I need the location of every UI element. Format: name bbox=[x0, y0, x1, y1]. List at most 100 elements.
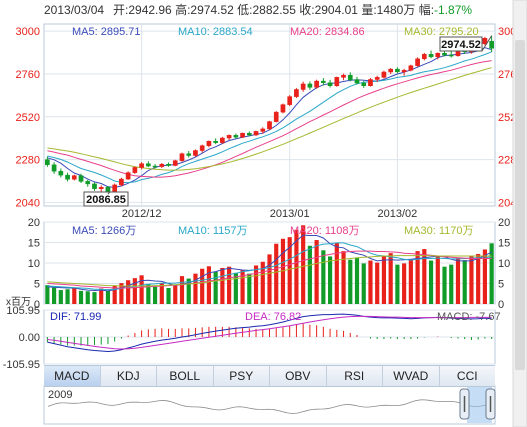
volume-bar bbox=[85, 291, 90, 304]
volume-bar bbox=[179, 276, 185, 304]
volume-bar bbox=[354, 258, 360, 304]
volume-bar bbox=[280, 238, 286, 304]
candle-body bbox=[119, 178, 124, 186]
candle-body bbox=[395, 68, 400, 73]
candle-body bbox=[51, 164, 57, 172]
volume-bar bbox=[173, 285, 178, 304]
candle-body bbox=[65, 174, 70, 180]
candle-body bbox=[98, 187, 104, 189]
price-tick-left: 2280 bbox=[16, 155, 40, 167]
volume-bar bbox=[139, 275, 144, 304]
high-annotation-pointer bbox=[481, 35, 493, 52]
volume-unit-label: x百万 bbox=[6, 296, 31, 308]
volume-bar bbox=[476, 253, 481, 304]
volume-bar bbox=[92, 292, 97, 304]
volume-bar bbox=[186, 278, 191, 304]
volume-tick-left: 5 bbox=[34, 279, 40, 291]
volume-ma20-line bbox=[47, 250, 492, 289]
volume-bar bbox=[72, 288, 77, 304]
volume-bar bbox=[78, 290, 84, 304]
tab-macd[interactable]: MACD bbox=[44, 366, 101, 386]
candle-body bbox=[267, 121, 272, 130]
volume-bar bbox=[489, 243, 494, 304]
macd-value-label: MACD: -7.67 bbox=[437, 311, 501, 323]
volume-bar bbox=[220, 267, 225, 304]
candle-body bbox=[172, 160, 178, 166]
candle-body bbox=[213, 140, 218, 143]
candle-body bbox=[139, 163, 144, 168]
volume-bar bbox=[301, 225, 306, 304]
candle-body bbox=[226, 135, 232, 139]
volume-bar bbox=[469, 256, 474, 304]
volume-bar bbox=[435, 256, 440, 304]
volume-bar bbox=[408, 259, 413, 304]
vertical-scrollbar[interactable] bbox=[512, 0, 527, 427]
volume-bar bbox=[65, 289, 70, 304]
navigator-frame bbox=[43, 385, 496, 425]
candle-body bbox=[347, 74, 353, 80]
volume-bar bbox=[314, 240, 319, 304]
tab-kdj[interactable]: KDJ bbox=[101, 366, 157, 386]
candle-body bbox=[260, 128, 266, 132]
volume-bar bbox=[112, 285, 117, 304]
price-tick-left: 2040 bbox=[16, 197, 40, 209]
macd-tick-label: 0.00 bbox=[19, 332, 40, 344]
price-tick-left: 2520 bbox=[16, 112, 40, 124]
candle-body bbox=[408, 65, 414, 71]
volume-bar bbox=[213, 271, 218, 304]
navigator-year: 2009 bbox=[48, 389, 72, 401]
volume-tick-right: 5 bbox=[498, 279, 504, 291]
candle-body bbox=[179, 153, 185, 161]
candle-body bbox=[421, 54, 427, 60]
price-tick-left: 3000 bbox=[16, 26, 40, 38]
candle-body bbox=[112, 184, 118, 193]
navigator[interactable]: 2009 bbox=[43, 385, 496, 425]
price-tick-left: 2760 bbox=[16, 69, 40, 81]
candle-body bbox=[85, 181, 91, 185]
candle-body bbox=[442, 53, 447, 56]
candle-body bbox=[314, 80, 319, 88]
candle-body bbox=[354, 79, 360, 84]
candle-body bbox=[428, 54, 434, 58]
tab-rsi[interactable]: RSI bbox=[327, 366, 383, 386]
volume-tick-right: 10 bbox=[498, 258, 510, 270]
candle-body bbox=[435, 53, 441, 58]
macd-dif-line bbox=[47, 313, 492, 353]
price-ma30-line bbox=[47, 67, 492, 171]
volume-bar bbox=[99, 288, 104, 304]
volume-ma-legend: MA20: 1108万 bbox=[290, 225, 360, 237]
tab-wvad[interactable]: WVAD bbox=[383, 366, 440, 386]
navigator-series bbox=[47, 399, 493, 414]
volume-bar bbox=[348, 259, 353, 304]
price-ma-legend: MA20: 2834.86 bbox=[290, 26, 365, 38]
tab-psy[interactable]: PSY bbox=[214, 366, 270, 386]
volume-bar bbox=[402, 263, 407, 304]
volume-ma-legend: MA30: 1170万 bbox=[404, 225, 474, 237]
tab-boll[interactable]: BOLL bbox=[157, 366, 214, 386]
volume-bar bbox=[361, 263, 366, 304]
candle-body bbox=[246, 132, 252, 136]
price-ma20-line bbox=[47, 60, 492, 178]
candle-body bbox=[240, 132, 245, 138]
scrollbar-thumb[interactable] bbox=[515, 40, 525, 370]
volume-bar bbox=[274, 243, 279, 304]
candle-body bbox=[280, 104, 286, 113]
volume-bar bbox=[327, 256, 333, 304]
tab-obv[interactable]: OBV bbox=[270, 366, 327, 386]
volume-bar bbox=[247, 273, 252, 304]
tab-cci[interactable]: CCI bbox=[456, 369, 478, 383]
volume-ma-legend: MA5: 1266万 bbox=[72, 225, 136, 237]
volume-bar bbox=[428, 260, 434, 304]
volume-bar bbox=[126, 280, 131, 304]
volume-bar bbox=[334, 242, 339, 304]
volume-bar bbox=[240, 269, 245, 304]
candle-body bbox=[253, 131, 259, 136]
low-annotation: 2086.85 bbox=[86, 194, 126, 206]
volume-bar bbox=[422, 249, 427, 304]
volume-bar bbox=[341, 251, 346, 304]
info-quote: 开:2942.96 高:2974.52 低:2882.55 收:2904.01 … bbox=[113, 2, 472, 17]
candle-body bbox=[374, 77, 380, 80]
volume-bar bbox=[267, 254, 272, 304]
candle-body bbox=[193, 150, 198, 156]
